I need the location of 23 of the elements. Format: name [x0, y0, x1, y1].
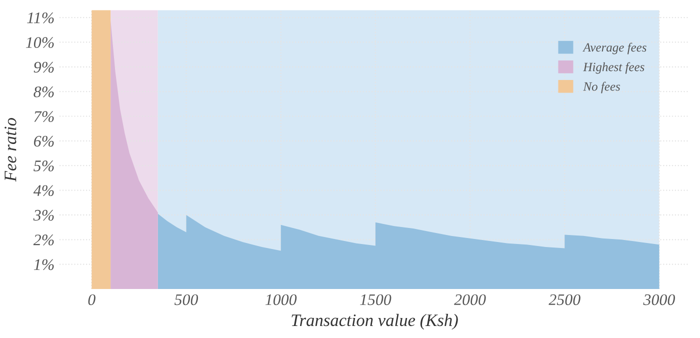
y-tick-label: 11% [27, 12, 54, 24]
x-tick-label: 0 [88, 294, 96, 306]
x-tick-label: 3000 [643, 294, 675, 306]
y-tick-label: 9% [34, 62, 54, 73]
y-tick-label: 3% [33, 210, 54, 221]
y-tick-label: 1% [34, 259, 54, 270]
y-tick-label: 2% [33, 234, 54, 246]
x-axis-title: Transaction value (Ksh) [292, 314, 458, 330]
legend-label: Highest fees [583, 62, 644, 74]
x-tick-label: 500 [174, 294, 198, 306]
x-tick-label: 2500 [548, 294, 580, 306]
x-tick-label: 1000 [265, 294, 297, 306]
y-tick-label: 4% [33, 185, 54, 196]
y-tick-label: 5% [34, 160, 54, 172]
y-tick-label: 10% [26, 37, 54, 48]
y-tick-label: 6% [34, 136, 54, 147]
y-axis-title: Fee ratio [4, 118, 16, 182]
x-tick-label: 2000 [454, 294, 486, 306]
legend-label: No fees [583, 82, 620, 94]
y-tick-label: 7% [34, 111, 54, 122]
legend-label: Average fees [582, 42, 646, 54]
y-tick-label: 8% [34, 86, 54, 98]
x-tick-label: 1500 [360, 294, 392, 306]
